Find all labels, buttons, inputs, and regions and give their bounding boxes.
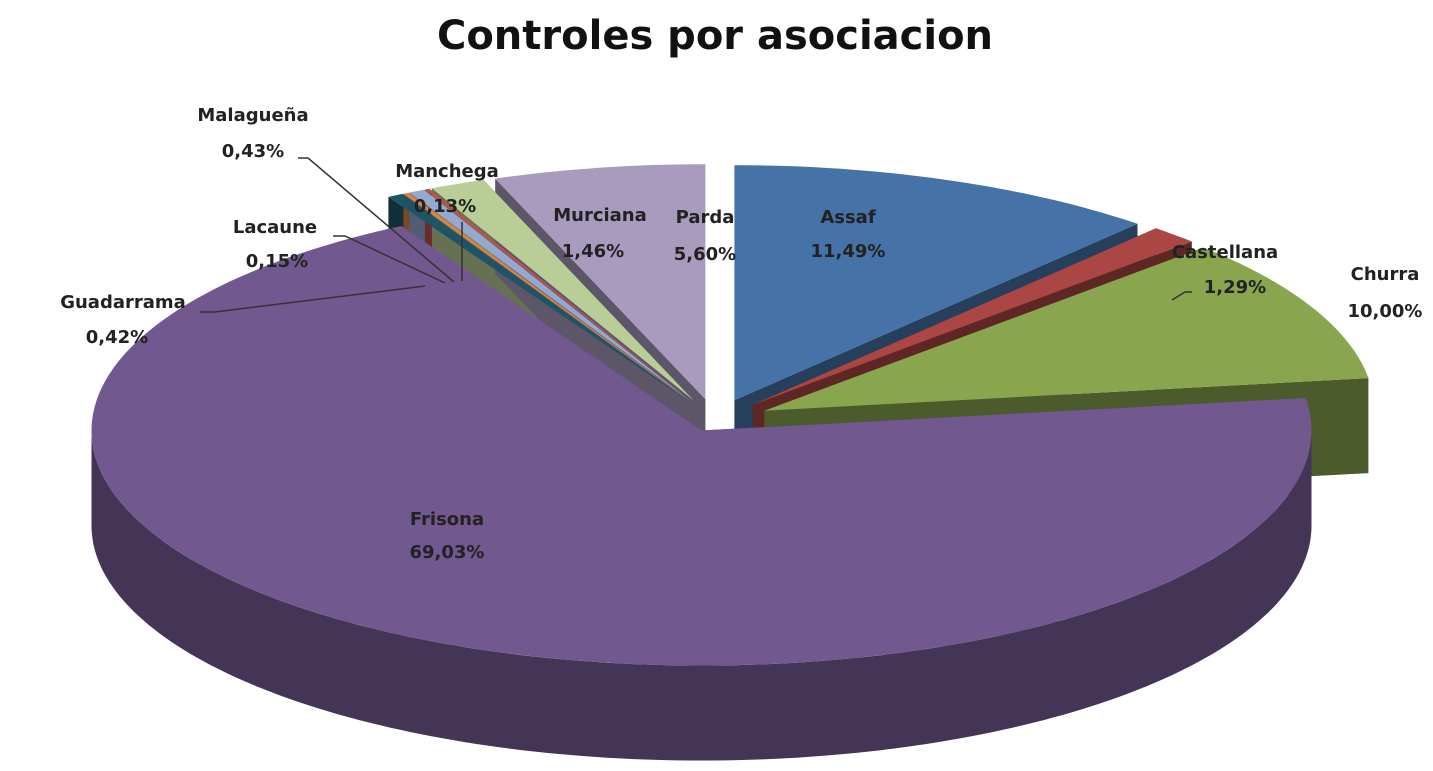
slice xyxy=(403,192,690,402)
pie xyxy=(91,164,1369,761)
slice-band xyxy=(91,430,1312,761)
slice-label: Churra xyxy=(1351,264,1420,285)
slice xyxy=(388,193,689,402)
value-label: 69,03% xyxy=(410,542,485,563)
leader-line xyxy=(333,235,446,284)
slice xyxy=(431,179,694,401)
leader-lines xyxy=(200,157,1192,313)
chart-title: Controles por asociacion xyxy=(437,13,993,59)
slice-label: Castellana xyxy=(1172,242,1278,263)
slice-label: Assaf xyxy=(820,207,876,228)
leader-line xyxy=(298,157,455,283)
value-label: 0,15% xyxy=(246,251,308,272)
value-label: 10,00% xyxy=(1348,301,1423,322)
slice xyxy=(764,247,1369,411)
leader-line xyxy=(200,285,426,313)
slice-label: Malagueña xyxy=(197,105,308,126)
slice-label: Murciana xyxy=(553,205,647,226)
value-label: 11,49% xyxy=(811,241,886,262)
slice-label: Lacaune xyxy=(233,217,317,238)
slice xyxy=(752,228,1192,405)
value-label: 5,60% xyxy=(674,244,736,265)
value-label: 0,13% xyxy=(414,196,476,217)
slice xyxy=(91,226,1312,666)
slice-label: Frisona xyxy=(410,509,484,530)
slice xyxy=(734,165,1138,401)
slice-label: Guadarrama xyxy=(60,292,186,313)
value-label: 0,42% xyxy=(86,327,148,348)
value-label: 0,43% xyxy=(222,141,284,162)
slice xyxy=(424,188,692,401)
slice-label: Parda xyxy=(676,207,735,228)
slice-label: Manchega xyxy=(395,161,499,182)
slice xyxy=(409,189,691,402)
value-label: 1,29% xyxy=(1204,277,1266,298)
slice xyxy=(495,164,706,400)
leader-line xyxy=(1171,291,1192,301)
value-label: 1,46% xyxy=(562,241,624,262)
